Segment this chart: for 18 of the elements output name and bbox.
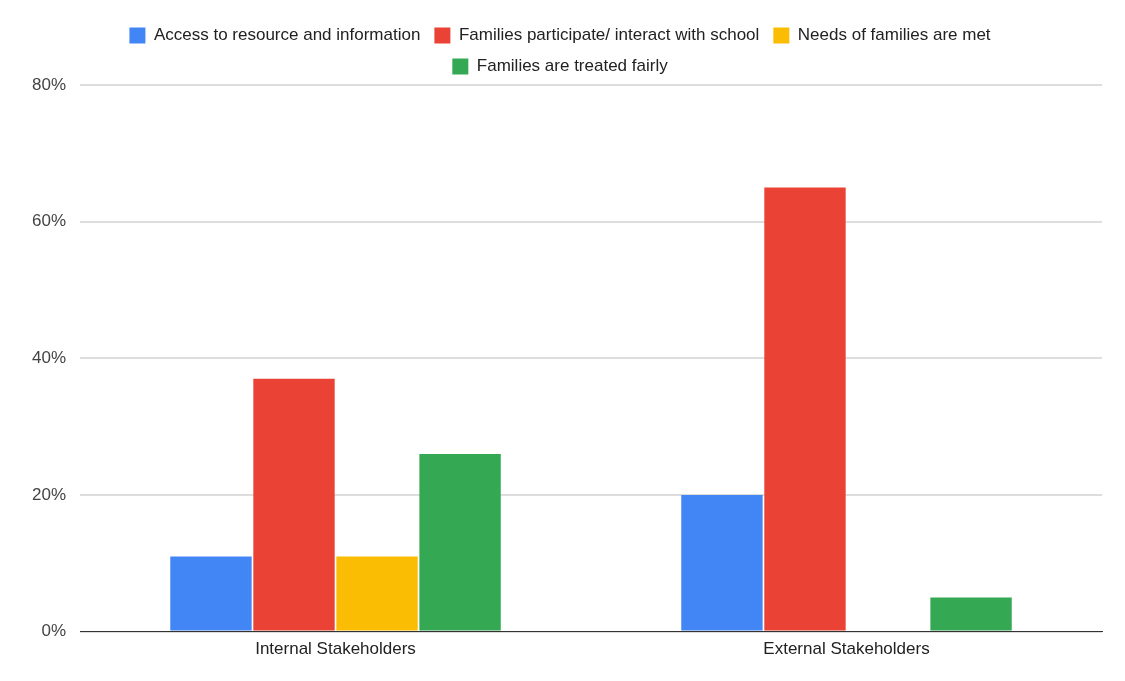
x-tick-label: Internal Stakeholders xyxy=(255,639,416,659)
x-tick-label: External Stakeholders xyxy=(763,639,930,659)
legend-label: Needs of families are met xyxy=(797,25,991,45)
y-tick-label: 40% xyxy=(31,347,67,367)
legend-label: Families are treated fairly xyxy=(476,56,669,76)
legend-label: Access to resource and information xyxy=(153,25,421,45)
bar xyxy=(681,494,763,631)
y-tick-label: 20% xyxy=(31,484,67,504)
y-tick-label: 80% xyxy=(31,74,67,94)
bar xyxy=(253,378,335,631)
bar xyxy=(419,453,501,631)
bar xyxy=(930,597,1012,631)
bar xyxy=(170,556,252,631)
legend-label: Families participate/ interact with school xyxy=(458,25,760,45)
y-tick-label: 60% xyxy=(31,211,67,231)
bar xyxy=(336,556,418,631)
y-tick-label: 0% xyxy=(41,621,67,641)
bar xyxy=(764,187,846,631)
